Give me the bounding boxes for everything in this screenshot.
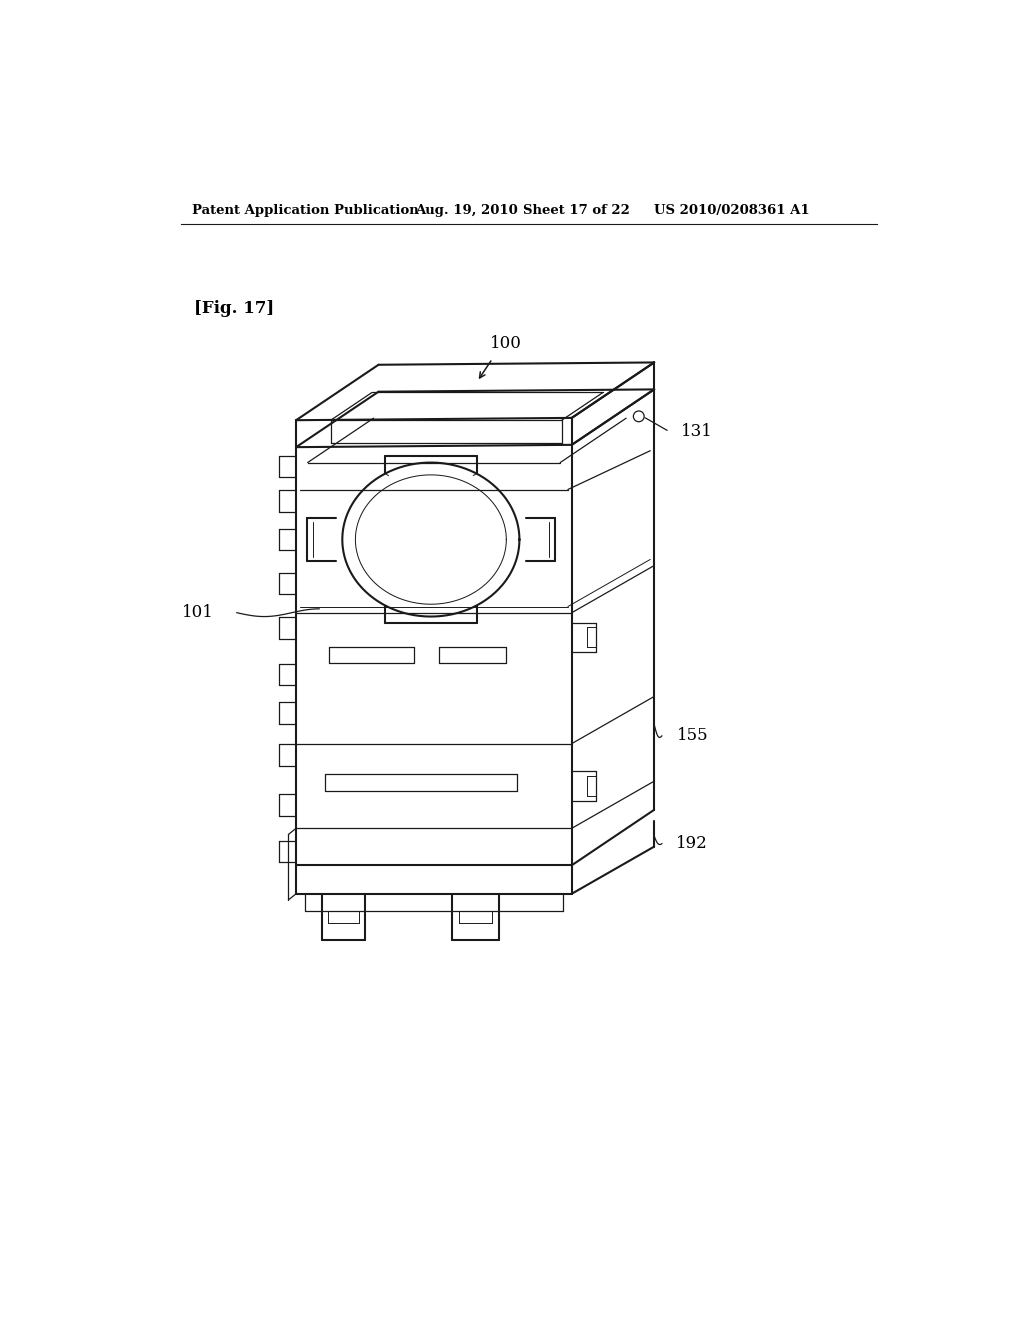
Text: Patent Application Publication: Patent Application Publication xyxy=(193,205,419,218)
Text: 101: 101 xyxy=(182,605,214,622)
Text: 131: 131 xyxy=(681,424,713,441)
Text: 192: 192 xyxy=(676,836,708,853)
Text: 100: 100 xyxy=(489,335,521,351)
Text: 155: 155 xyxy=(677,727,709,744)
Text: US 2010/0208361 A1: US 2010/0208361 A1 xyxy=(654,205,810,218)
Text: Aug. 19, 2010: Aug. 19, 2010 xyxy=(416,205,518,218)
Text: [Fig. 17]: [Fig. 17] xyxy=(194,300,274,317)
Text: Sheet 17 of 22: Sheet 17 of 22 xyxy=(523,205,630,218)
